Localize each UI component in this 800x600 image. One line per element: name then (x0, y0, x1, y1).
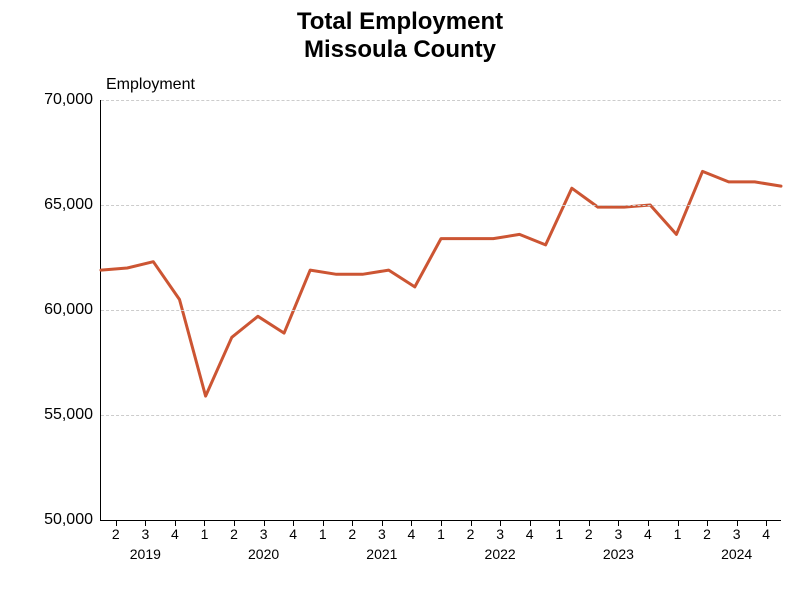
x-tick-label: 2 (467, 520, 475, 542)
gridline (101, 415, 781, 416)
x-tick-label: 4 (408, 520, 416, 542)
x-tick-label: 4 (171, 520, 179, 542)
gridline (101, 310, 781, 311)
x-tick-label: 2 (585, 520, 593, 542)
y-tick-label: 65,000 (44, 196, 101, 214)
x-tick-label: 1 (437, 520, 445, 542)
x-tick-label: 4 (644, 520, 652, 542)
x-tick-label: 2 (703, 520, 711, 542)
chart-title-block: Total Employment Missoula County (0, 8, 800, 63)
y-axis-title: Employment (106, 76, 195, 94)
x-tick-label: 2 (348, 520, 356, 542)
x-year-label: 2021 (366, 520, 397, 562)
x-tick-label: 4 (762, 520, 770, 542)
gridline (101, 205, 781, 206)
chart-title-line2: Missoula County (0, 36, 800, 64)
y-tick-label: 50,000 (44, 511, 101, 529)
chart-title-line1: Total Employment (0, 8, 800, 36)
x-year-label: 2019 (130, 520, 161, 562)
x-year-label: 2022 (485, 520, 516, 562)
x-tick-label: 2 (112, 520, 120, 542)
y-tick-label: 70,000 (44, 91, 101, 109)
x-year-label: 2023 (603, 520, 634, 562)
x-tick-label: 4 (526, 520, 534, 542)
x-year-label: 2020 (248, 520, 279, 562)
y-tick-label: 55,000 (44, 406, 101, 424)
y-tick-label: 60,000 (44, 301, 101, 319)
x-tick-label: 1 (201, 520, 209, 542)
x-tick-label: 1 (674, 520, 682, 542)
x-tick-label: 4 (289, 520, 297, 542)
gridline (101, 100, 781, 101)
x-tick-label: 1 (319, 520, 327, 542)
x-tick-label: 2 (230, 520, 238, 542)
chart-container: Total Employment Missoula County Employm… (0, 0, 800, 600)
plot-area: 50,00055,00060,00065,00070,0002341234123… (100, 100, 781, 521)
x-year-label: 2024 (721, 520, 752, 562)
x-tick-label: 1 (555, 520, 563, 542)
